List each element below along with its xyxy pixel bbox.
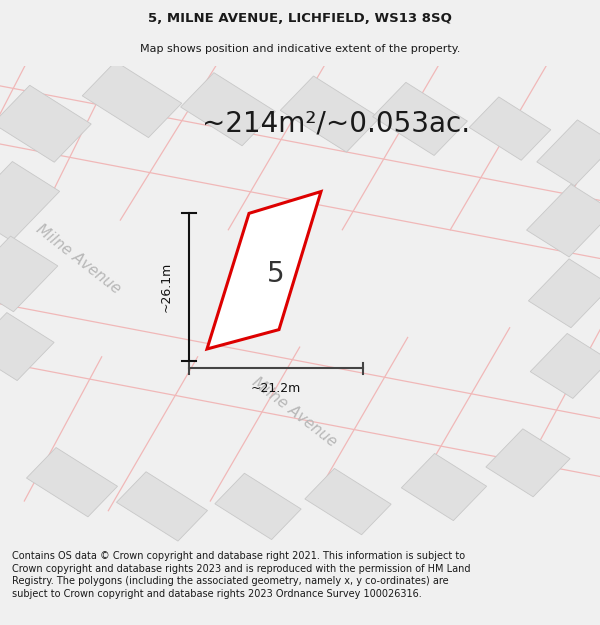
Polygon shape xyxy=(0,85,91,162)
Polygon shape xyxy=(529,259,600,328)
Polygon shape xyxy=(486,429,570,497)
Text: ~214m²/~0.053ac.: ~214m²/~0.053ac. xyxy=(202,110,470,138)
Polygon shape xyxy=(0,312,54,381)
Polygon shape xyxy=(26,448,118,517)
Text: 5, MILNE AVENUE, LICHFIELD, WS13 8SQ: 5, MILNE AVENUE, LICHFIELD, WS13 8SQ xyxy=(148,12,452,25)
Polygon shape xyxy=(305,468,391,535)
Polygon shape xyxy=(280,76,380,152)
Polygon shape xyxy=(373,82,467,156)
Polygon shape xyxy=(82,61,182,138)
Polygon shape xyxy=(116,472,208,541)
Text: ~21.2m: ~21.2m xyxy=(251,382,301,395)
Text: Contains OS data © Crown copyright and database right 2021. This information is : Contains OS data © Crown copyright and d… xyxy=(12,551,470,599)
Polygon shape xyxy=(537,120,600,186)
Polygon shape xyxy=(0,161,59,241)
Text: Milne Avenue: Milne Avenue xyxy=(33,222,123,297)
Polygon shape xyxy=(181,72,275,146)
Polygon shape xyxy=(530,333,600,399)
Polygon shape xyxy=(527,184,600,257)
Polygon shape xyxy=(207,191,321,349)
Polygon shape xyxy=(401,454,487,521)
Polygon shape xyxy=(469,97,551,160)
Polygon shape xyxy=(0,236,58,312)
Text: 5: 5 xyxy=(267,260,285,288)
Text: ~26.1m: ~26.1m xyxy=(160,262,173,312)
Text: Milne Avenue: Milne Avenue xyxy=(249,374,339,449)
Text: Map shows position and indicative extent of the property.: Map shows position and indicative extent… xyxy=(140,44,460,54)
Polygon shape xyxy=(215,473,301,539)
